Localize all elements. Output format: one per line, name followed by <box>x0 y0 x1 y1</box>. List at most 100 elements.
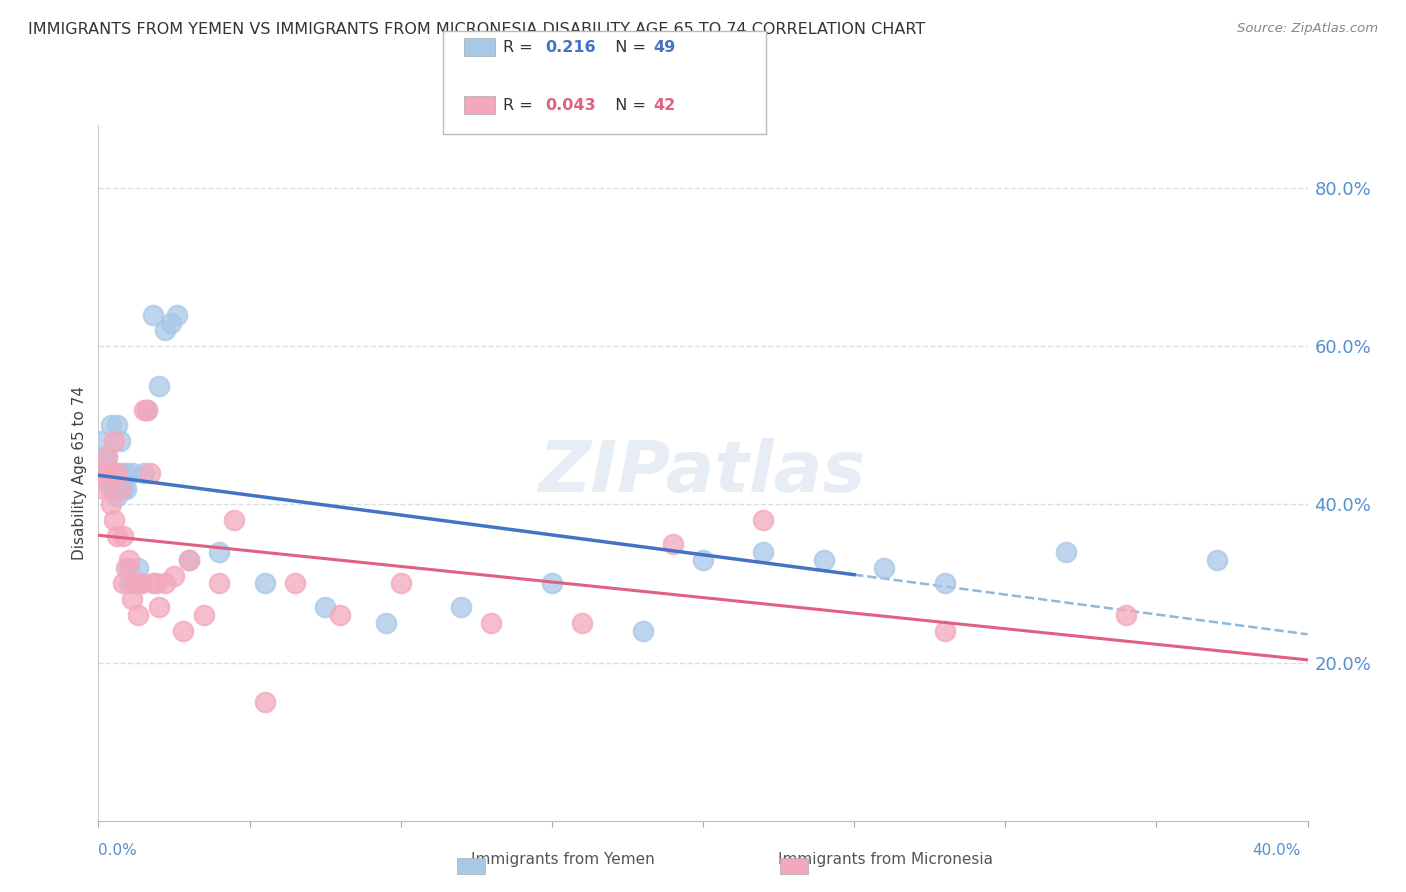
Point <box>114 560 136 574</box>
Point <box>114 482 136 496</box>
Point <box>163 568 186 582</box>
Text: 0.043: 0.043 <box>546 98 596 112</box>
Point <box>121 466 143 480</box>
Point <box>105 474 128 488</box>
Point <box>1206 552 1229 567</box>
Point <box>193 608 215 623</box>
Point <box>389 576 412 591</box>
Point <box>135 402 157 417</box>
Point <box>93 450 115 464</box>
Point <box>100 497 122 511</box>
Text: Immigrants from Yemen: Immigrants from Yemen <box>471 852 654 867</box>
Point <box>124 576 146 591</box>
Point <box>100 418 122 433</box>
Point <box>90 434 112 449</box>
Point <box>121 592 143 607</box>
Point <box>284 576 307 591</box>
Text: R =: R = <box>503 40 538 54</box>
Text: N =: N = <box>605 40 651 54</box>
Point <box>118 552 141 567</box>
Point <box>132 402 155 417</box>
Point <box>103 513 125 527</box>
Point <box>752 513 775 527</box>
Point <box>100 474 122 488</box>
Point <box>153 323 176 337</box>
Point <box>96 466 118 480</box>
Point <box>208 545 231 559</box>
Y-axis label: Disability Age 65 to 74: Disability Age 65 to 74 <box>72 385 87 560</box>
Point <box>93 482 115 496</box>
Point <box>208 576 231 591</box>
Point <box>96 466 118 480</box>
Point <box>93 466 115 480</box>
Point <box>179 552 201 567</box>
Point <box>105 466 128 480</box>
Point <box>129 576 152 591</box>
Text: 42: 42 <box>654 98 676 112</box>
Point <box>571 615 593 630</box>
Point <box>692 552 714 567</box>
Point <box>662 537 685 551</box>
Point <box>108 482 131 496</box>
Text: Immigrants from Micronesia: Immigrants from Micronesia <box>779 852 993 867</box>
Point <box>108 482 131 496</box>
Point <box>108 466 131 480</box>
Point <box>129 576 152 591</box>
Point <box>127 608 149 623</box>
Point <box>873 560 896 574</box>
Point <box>96 474 118 488</box>
Point <box>172 624 194 638</box>
Point <box>96 450 118 464</box>
Point <box>124 576 146 591</box>
Point <box>142 576 165 591</box>
Point <box>105 418 128 433</box>
Point <box>111 576 134 591</box>
Point <box>111 482 134 496</box>
Point <box>139 466 162 480</box>
Point <box>148 378 170 392</box>
Point <box>108 434 131 449</box>
Point <box>145 576 167 591</box>
Point <box>142 308 165 322</box>
Point <box>96 450 118 464</box>
Point <box>540 576 562 591</box>
Point <box>103 434 125 449</box>
Point <box>148 600 170 615</box>
Point <box>105 490 128 504</box>
Point <box>135 402 157 417</box>
Text: N =: N = <box>605 98 651 112</box>
Point <box>1115 608 1137 623</box>
Point <box>1054 545 1077 559</box>
Text: Source: ZipAtlas.com: Source: ZipAtlas.com <box>1237 22 1378 36</box>
Point <box>166 308 188 322</box>
Text: 49: 49 <box>654 40 676 54</box>
Point <box>179 552 201 567</box>
Point <box>224 513 246 527</box>
Point <box>103 482 125 496</box>
Point <box>160 316 183 330</box>
Text: IMMIGRANTS FROM YEMEN VS IMMIGRANTS FROM MICRONESIA DISABILITY AGE 65 TO 74 CORR: IMMIGRANTS FROM YEMEN VS IMMIGRANTS FROM… <box>28 22 925 37</box>
Point <box>253 695 276 709</box>
Point <box>813 552 835 567</box>
Point <box>253 576 276 591</box>
Point <box>114 466 136 480</box>
Point <box>100 466 122 480</box>
Point <box>100 482 122 496</box>
Point <box>132 466 155 480</box>
Point <box>329 608 352 623</box>
Text: 0.0%: 0.0% <box>98 843 138 858</box>
Point <box>90 466 112 480</box>
Point <box>631 624 654 638</box>
Text: 40.0%: 40.0% <box>1253 843 1301 858</box>
Text: R =: R = <box>503 98 538 112</box>
Point <box>934 576 956 591</box>
Point <box>450 600 472 615</box>
Point <box>111 474 134 488</box>
Point <box>111 529 134 543</box>
Point <box>752 545 775 559</box>
Point <box>118 560 141 574</box>
Point <box>103 466 125 480</box>
Point <box>374 615 396 630</box>
Text: 0.216: 0.216 <box>546 40 596 54</box>
Point <box>153 576 176 591</box>
